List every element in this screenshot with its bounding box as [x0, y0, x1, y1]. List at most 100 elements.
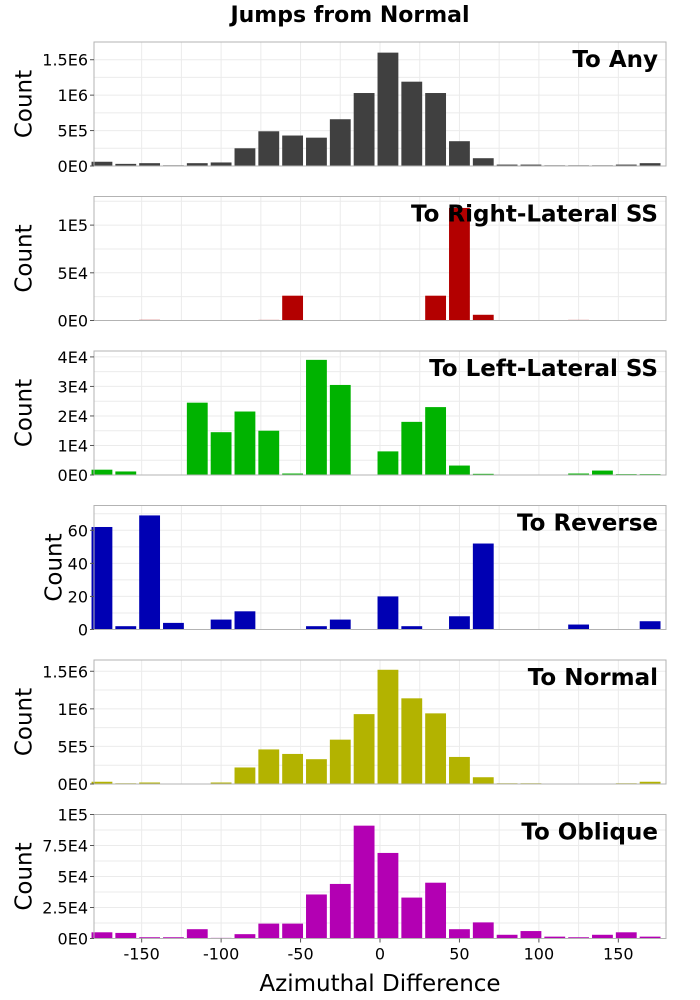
bar	[377, 852, 399, 939]
bar	[425, 407, 447, 475]
y-axis-label: Count	[12, 224, 38, 292]
bar	[139, 163, 161, 166]
panel-6: 0E0 2.5E4 5E4 7.5E4 1E5 Count To Oblique -150 -1…	[12, 806, 667, 964]
bar	[210, 162, 232, 166]
bar	[234, 148, 256, 166]
bar	[115, 932, 137, 939]
bar	[306, 759, 327, 784]
bar	[520, 164, 542, 166]
bar	[282, 753, 304, 784]
bar	[353, 93, 375, 166]
bar	[377, 596, 399, 630]
bar	[329, 119, 351, 166]
x-tick-label: -100	[203, 945, 239, 964]
x-tick-label: -50	[287, 945, 313, 964]
bar	[639, 621, 661, 630]
bar	[329, 384, 351, 475]
y-tick-label: 1E4	[58, 436, 88, 455]
figure-title: Jumps from Normal	[228, 3, 469, 28]
bar	[377, 52, 399, 166]
y-tick-label: 0E0	[58, 466, 88, 485]
bar	[472, 473, 494, 475]
y-tick-label: 60	[68, 521, 88, 540]
bar	[91, 469, 113, 475]
y-tick-label: 5E5	[58, 737, 88, 756]
y-tick-label: 0E0	[58, 157, 88, 176]
y-tick-label: 4E4	[58, 348, 88, 367]
bar	[234, 767, 256, 784]
x-tick-label: 0	[375, 945, 385, 964]
bar	[210, 782, 232, 784]
bar	[163, 622, 184, 630]
bar	[472, 777, 494, 784]
bar	[615, 164, 637, 166]
bar	[353, 714, 375, 784]
bar	[449, 207, 470, 321]
bar	[401, 421, 423, 475]
bar	[568, 624, 590, 630]
bar	[306, 626, 327, 630]
bar	[425, 882, 447, 939]
y-tick-label: 1E5	[58, 216, 88, 235]
bar	[472, 543, 494, 630]
bar	[91, 781, 113, 784]
bar	[186, 402, 208, 475]
y-tick-label: 20	[68, 587, 88, 606]
y-tick-label: 1.5E6	[42, 662, 88, 681]
y-tick-label: 5E4	[58, 868, 88, 887]
y-tick-label: 2E4	[58, 407, 88, 426]
bar	[639, 163, 661, 166]
panel-frame	[93, 505, 667, 630]
panel-frame	[93, 196, 667, 321]
bar	[615, 932, 637, 939]
bar	[449, 756, 470, 784]
y-tick-label: 1.5E6	[42, 51, 88, 70]
y-tick-label: 2.5E4	[42, 899, 88, 918]
bar	[115, 471, 137, 475]
panel-3: 0E0 1E4 2E4 3E4 4E4 Count To Left-Lateral SS	[12, 348, 667, 485]
bar	[401, 81, 423, 166]
bar	[592, 470, 613, 475]
bar	[115, 626, 137, 630]
panel-frame	[93, 659, 667, 785]
bar	[91, 932, 113, 939]
x-tick-label: 150	[603, 945, 634, 964]
y-tick-label: 0E0	[58, 775, 88, 794]
bar	[639, 781, 661, 784]
bar	[234, 411, 256, 475]
bar	[258, 131, 280, 166]
y-tick-label: 0E0	[58, 312, 88, 331]
bar	[401, 626, 423, 630]
y-tick-label: 5E5	[58, 122, 88, 141]
panel-2: 0E0 5E4 1E5 Count To Right-Lateral SS	[12, 196, 667, 331]
y-axis-label: Count	[12, 688, 38, 756]
bar	[210, 432, 232, 475]
bar	[425, 295, 447, 321]
x-tick-label: -150	[124, 945, 160, 964]
bar	[282, 473, 304, 475]
y-tick-label: 1E6	[58, 700, 88, 719]
y-tick-label: 1E6	[58, 86, 88, 105]
x-tick-label: 50	[449, 945, 469, 964]
panel-label: To Right-Lateral SS	[411, 202, 658, 228]
bar	[139, 515, 161, 630]
bar	[91, 161, 113, 166]
x-tick-label: 100	[524, 945, 555, 964]
y-tick-label: 0	[78, 621, 88, 640]
bar	[306, 894, 327, 939]
y-axis-label: Count	[12, 842, 38, 910]
bar	[568, 473, 590, 475]
bar	[258, 430, 280, 475]
bar	[115, 163, 137, 166]
bar	[425, 713, 447, 784]
bar	[139, 937, 161, 939]
bar	[282, 295, 304, 321]
bar	[472, 314, 494, 321]
bar	[234, 611, 256, 630]
bar	[472, 922, 494, 939]
bar	[353, 825, 375, 939]
